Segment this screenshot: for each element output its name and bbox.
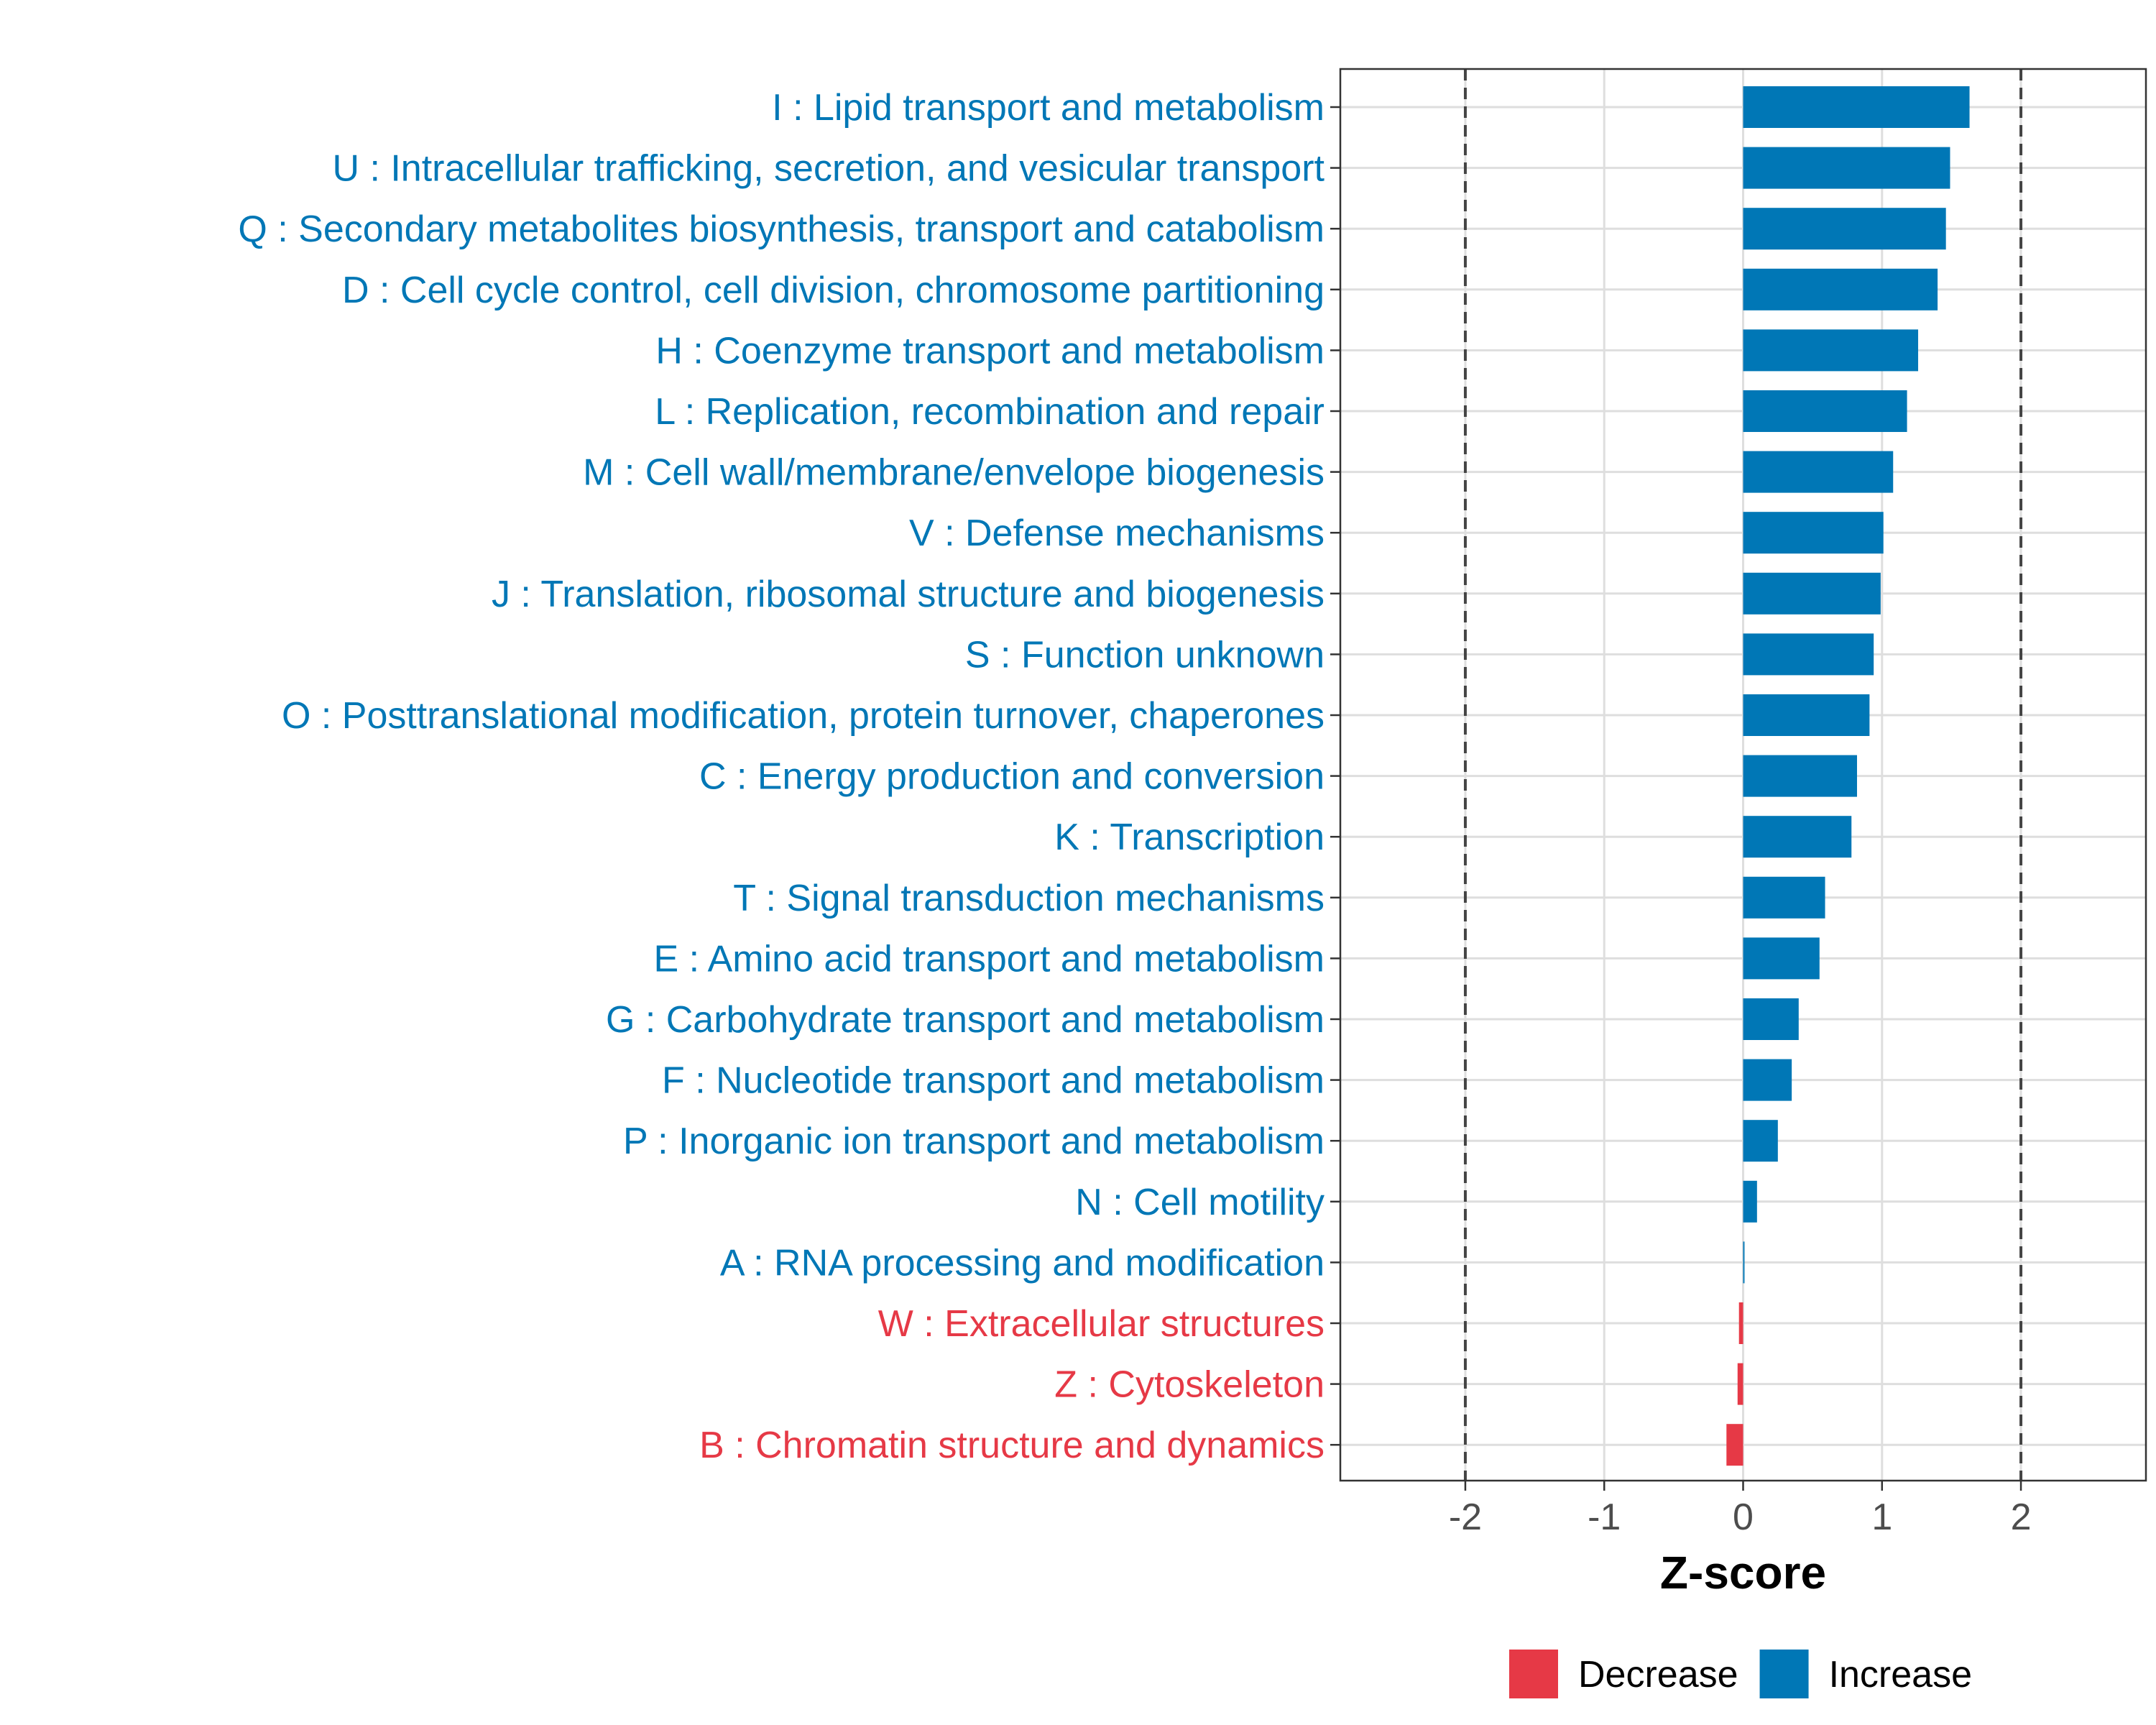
bar: [1743, 633, 1874, 676]
category-label: B : Chromatin structure and dynamics: [699, 1425, 1325, 1466]
category-label: J : Translation, ribosomal structure and…: [492, 574, 1325, 615]
bar: [1743, 451, 1894, 493]
legend: Decrease Increase: [1509, 1650, 1972, 1698]
reference-lines: [1463, 69, 2023, 1481]
category-label: M : Cell wall/membrane/envelope biogenes…: [583, 452, 1325, 494]
category-label: K : Transcription: [1054, 816, 1325, 858]
x-tick-label: 2: [2011, 1496, 2032, 1538]
x-tick-label: 0: [1733, 1496, 1754, 1538]
bars: [1726, 86, 1970, 1466]
category-label: S : Function unknown: [965, 634, 1325, 676]
legend-swatch: [1759, 1650, 1809, 1698]
bar: [1743, 937, 1820, 980]
category-label: E : Amino acid transport and metabolism: [653, 938, 1325, 980]
category-label: I : Lipid transport and metabolism: [772, 87, 1325, 129]
bar: [1743, 755, 1857, 797]
category-label: Z : Cytoskeleton: [1054, 1364, 1325, 1406]
category-label: C : Energy production and conversion: [699, 756, 1325, 798]
bar: [1743, 572, 1881, 615]
bar: [1743, 998, 1799, 1040]
x-tick-label: -1: [1588, 1496, 1621, 1538]
x-axis-title: Z-score: [1660, 1547, 1826, 1598]
bar: [1743, 208, 1946, 250]
bar: [1743, 816, 1852, 858]
bar: [1743, 268, 1938, 310]
bar: [1726, 1424, 1743, 1466]
category-label: V : Defense mechanisms: [909, 512, 1325, 554]
category-label: H : Coenzyme transport and metabolism: [655, 330, 1325, 372]
category-label: D : Cell cycle control, cell division, c…: [342, 270, 1325, 311]
category-label: T : Signal transduction mechanisms: [733, 878, 1325, 919]
category-label: G : Carbohydrate transport and metabolis…: [606, 999, 1325, 1041]
legend-label: Increase: [1829, 1654, 1972, 1696]
category-label: P : Inorganic ion transport and metaboli…: [623, 1121, 1325, 1162]
x-tick-label: 1: [1871, 1496, 1892, 1538]
bar: [1743, 694, 1870, 736]
x-axis: -2 -1 0 1 2: [1449, 1481, 2032, 1538]
bar: [1743, 876, 1825, 919]
category-label: O : Posttranslational modification, prot…: [282, 695, 1325, 737]
category-label: A : RNA processing and modification: [720, 1242, 1325, 1284]
bar: [1743, 86, 1970, 128]
category-label: L : Replication, recombination and repai…: [655, 391, 1325, 433]
category-label: W : Extracellular structures: [878, 1303, 1325, 1345]
legend-swatch: [1509, 1650, 1558, 1698]
category-label: N : Cell motility: [1075, 1182, 1325, 1223]
bar: [1743, 1241, 1745, 1284]
bar: [1743, 1059, 1792, 1101]
y-axis: I : Lipid transport and metabolism U : In…: [238, 87, 1340, 1466]
bar: [1737, 1363, 1743, 1405]
category-label: Q : Secondary metabolites biosynthesis, …: [238, 208, 1325, 250]
bar: [1743, 147, 1950, 189]
legend-label: Decrease: [1578, 1654, 1738, 1696]
category-label: F : Nucleotide transport and metabolism: [662, 1060, 1325, 1102]
x-tick-label: -2: [1449, 1496, 1482, 1538]
bar: [1743, 1180, 1757, 1223]
bar: [1743, 512, 1884, 554]
bar: [1738, 1302, 1743, 1344]
category-label: U : Intracellular trafficking, secretion…: [332, 148, 1325, 190]
bar: [1743, 390, 1907, 432]
bar: [1743, 329, 1919, 372]
bar: [1743, 1120, 1778, 1162]
